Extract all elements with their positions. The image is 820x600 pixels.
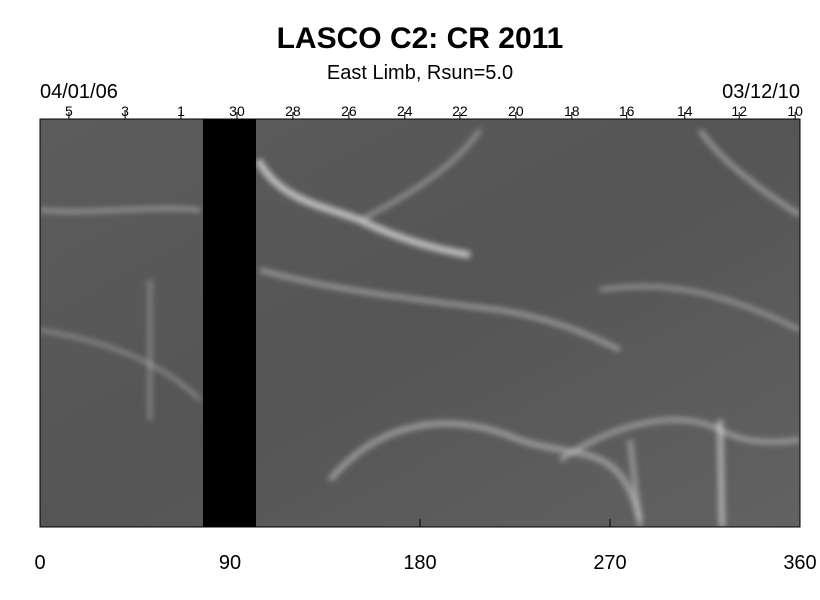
data-gap — [202, 119, 256, 527]
top-tick-label: 16 — [619, 103, 635, 119]
x-tick-label: 90 — [219, 552, 241, 574]
top-tick-label: 20 — [508, 103, 524, 119]
start-date: 04/01/06 — [40, 81, 118, 103]
x-tick-label: 360 — [783, 552, 816, 574]
top-tick-label: 3 — [121, 103, 129, 119]
top-tick-label: 1 — [177, 103, 185, 119]
map-image — [40, 119, 800, 527]
top-tick-label: 18 — [564, 103, 580, 119]
top-tick-label: 26 — [341, 103, 357, 119]
chart-title: LASCO C2: CR 2011 — [277, 22, 564, 55]
top-tick-label: 30 — [229, 103, 245, 119]
top-tick-label: 24 — [397, 103, 413, 119]
x-tick-label: 0 — [34, 552, 45, 574]
chart-subtitle: East Limb, Rsun=5.0 — [327, 62, 513, 84]
top-tick-label: 28 — [285, 103, 301, 119]
end-date: 03/12/10 — [722, 81, 800, 103]
top-tick-label: 14 — [677, 103, 693, 119]
top-tick-label: 10 — [787, 103, 803, 119]
coronal-streamers — [40, 128, 800, 527]
top-tick-label: 12 — [731, 103, 747, 119]
map-background — [40, 119, 800, 527]
x-tick-label: 270 — [593, 552, 626, 574]
x-tick-label: 180 — [403, 552, 436, 574]
top-tick-label: 5 — [65, 103, 73, 119]
top-tick-label: 22 — [452, 103, 468, 119]
